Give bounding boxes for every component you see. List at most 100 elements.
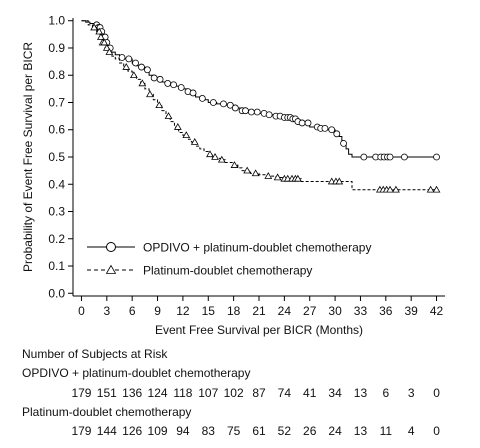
censor-circle (242, 107, 249, 115)
censor-circle (118, 54, 126, 61)
x-axis-title: Event Free Survival per BICR (Months) (155, 323, 363, 337)
risk-count: 74 (277, 386, 292, 400)
censor-circle (231, 104, 239, 112)
legend: OPDIVO + platinum-doublet chemotherapy Pl… (87, 241, 371, 278)
risk-count: 3 (407, 386, 415, 400)
x-tick-label: 30 (328, 304, 342, 318)
y-tick-label: 0.8 (48, 68, 65, 82)
censor-circle (156, 75, 164, 83)
risk-count: 24 (328, 424, 342, 438)
x-tick-label: 24 (278, 304, 292, 318)
x-tick-label: 39 (405, 304, 419, 318)
y-tick-label: 0.2 (48, 232, 65, 246)
censor-triangle (243, 166, 252, 174)
censor-triangle (102, 43, 111, 51)
censor-triangle (211, 152, 219, 160)
risk-count: 0 (433, 386, 440, 400)
censor-triangle (129, 71, 138, 79)
risk-count: 52 (277, 424, 292, 438)
km-plot: 0 3 6 9 12 15 18 21 24 27 30 33 36 39 420.00.10.20.30.… (21, 14, 445, 337)
censor-circle (150, 74, 158, 82)
legend-circle-marker (106, 242, 116, 252)
censor-circle (265, 111, 273, 119)
risk-count: 87 (252, 386, 266, 400)
y-tick-label: 0.1 (48, 259, 65, 273)
censor-circle (401, 153, 408, 161)
censor-triangle (182, 131, 191, 138)
censor-circle (209, 99, 217, 106)
censor-circle (340, 139, 347, 147)
censor-triangle (273, 173, 282, 181)
y-tick-label: 0.3 (48, 205, 65, 219)
risk-count: 94 (176, 424, 190, 438)
risk-count: 144 (96, 424, 117, 438)
censor-circle (177, 84, 185, 91)
censor-triangle (138, 79, 147, 87)
censor-circle (226, 101, 234, 109)
x-tick-label: 12 (176, 304, 190, 318)
risk-row-label-opdivo: OPDIVO + platinum-doublet chemotherapy (22, 366, 251, 380)
risk-count: 11 (379, 424, 393, 438)
series-line (81, 20, 437, 191)
censor-circle (298, 119, 306, 127)
censor-circle (333, 130, 341, 138)
censor-circle (220, 100, 227, 108)
risk-count: 0 (433, 424, 440, 438)
risk-count: 118 (173, 386, 193, 400)
censor-triangle (264, 172, 273, 179)
risk-count: 126 (122, 424, 143, 438)
censor-triangle (294, 174, 302, 182)
risk-count: 179 (71, 386, 92, 400)
censor-triangle (386, 185, 394, 193)
y-axis-title: Probability of Event Free Survival per B… (21, 42, 35, 272)
x-tick-label: 3 (103, 304, 110, 318)
risk-count: 83 (201, 424, 215, 438)
risk-count: 107 (198, 386, 219, 400)
risk-count: 13 (353, 424, 368, 438)
risk-count: 61 (252, 424, 266, 438)
y-tick-label: 0.4 (48, 177, 65, 191)
risk-row-chemo: 179 144 126 109 94 83 75 61 52 26 24 13 11 4 0 (0, 424, 480, 440)
y-tick-label: 0.6 (48, 123, 65, 137)
risk-count: 109 (147, 424, 168, 438)
legend-triangle-marker (105, 264, 117, 274)
censor-triangle (164, 112, 173, 119)
risk-table-header: Number of Subjects at Risk (22, 347, 168, 361)
censor-circle (170, 81, 178, 89)
risk-row-opdivo: 179 151 136 124 118 107 102 87 74 41 34 13 6 3 0 (0, 386, 480, 402)
censor-triangle (217, 155, 226, 163)
risk-count: 136 (122, 386, 143, 400)
censor-circle (138, 63, 145, 71)
censor-circle (132, 59, 139, 67)
x-tick-label: 15 (202, 304, 216, 318)
censor-circle (198, 95, 206, 102)
censor-triangle (105, 48, 114, 55)
risk-count: 179 (71, 424, 92, 438)
censor-triangle (122, 63, 131, 70)
x-tick-label: 27 (303, 304, 317, 318)
risk-count: 6 (382, 386, 390, 400)
censor-circle (253, 108, 261, 116)
risk-count: 26 (303, 424, 317, 438)
x-tick-label: 9 (154, 304, 161, 318)
risk-count: 4 (407, 424, 415, 438)
risk-count: 75 (226, 424, 241, 438)
censor-circle (164, 80, 172, 87)
x-tick-label: 33 (354, 304, 368, 318)
y-tick-label: 0.0 (48, 286, 65, 300)
censor-triangle (90, 23, 99, 31)
censor-circle (386, 153, 394, 161)
censor-triangle (100, 38, 109, 46)
censor-circle (328, 126, 336, 134)
censor-circle (189, 89, 197, 97)
censor-triangle (230, 161, 239, 168)
censor-triangle (206, 150, 214, 158)
censor-triangle (335, 177, 344, 185)
censor-triangle (155, 101, 164, 109)
x-tick-label: 18 (227, 304, 241, 318)
censor-triangle (432, 185, 441, 193)
censor-triangle (95, 27, 104, 35)
risk-count: 124 (147, 386, 168, 400)
censor-circle (143, 66, 151, 74)
x-tick-label: 36 (379, 304, 393, 318)
